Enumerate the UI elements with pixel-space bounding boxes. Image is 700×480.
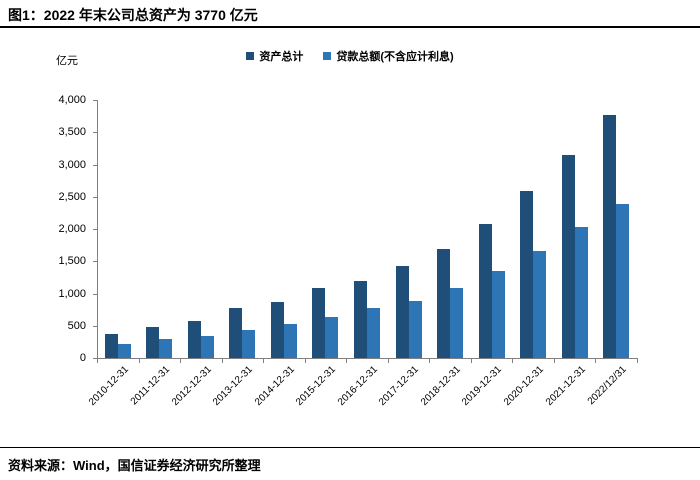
x-tick-mark [470, 359, 472, 363]
bar-assets [354, 281, 367, 358]
legend-swatch [246, 52, 255, 60]
x-tick-mark [387, 359, 389, 363]
bar-loans [574, 227, 588, 358]
bar-loans [117, 344, 131, 358]
x-tick-label: 2015-12-31 [294, 364, 339, 408]
x-tick-mark [221, 359, 223, 363]
x-tick-mark [97, 359, 98, 363]
bar-loans [159, 339, 173, 358]
x-tick-label: 2022/12/31 [585, 364, 629, 408]
bar-assets [146, 327, 160, 358]
bar-assets [395, 266, 409, 358]
y-tick-label: 4,000 [58, 94, 86, 106]
x-tick-mark [180, 359, 182, 363]
bar-assets [270, 302, 284, 358]
x-tick-mark [637, 359, 638, 363]
x-tick-mark [138, 359, 140, 363]
bar-assets [229, 308, 243, 358]
y-axis-unit-label: 亿元 [56, 55, 78, 67]
bar-assets [561, 155, 575, 358]
x-tick-label: 2020-12-31 [501, 364, 546, 408]
figure-title: 图1：2022 年末公司总资产为 3770 亿元 [8, 7, 258, 23]
x-tick-mark [553, 359, 555, 363]
x-tick-mark [512, 359, 514, 363]
legend-item: 贷款总额(不含应计利息) [323, 48, 454, 64]
bar-assets [603, 115, 617, 358]
x-tick-label: 2019-12-31 [460, 364, 505, 408]
bar-assets [520, 191, 534, 358]
bar-loans [200, 336, 214, 358]
bar-assets [478, 224, 492, 358]
source-note: 资料来源：Wind，国信证券经济研究所整理 [8, 458, 261, 473]
y-tick-mark [93, 132, 97, 134]
legend-item: 资产总计 [246, 48, 303, 64]
bar-assets [312, 288, 326, 358]
bar-assets [437, 249, 451, 358]
bar-loans [616, 204, 630, 358]
bar-loans [450, 288, 464, 358]
title-divider [0, 26, 700, 28]
x-tick-label: 2014-12-31 [252, 364, 297, 408]
y-tick-mark [93, 229, 97, 230]
y-tick-label: 1,000 [58, 287, 86, 300]
y-tick-label: 1,500 [58, 255, 86, 268]
bar-assets [187, 321, 201, 358]
legend-label: 贷款总额(不含应计利息) [336, 51, 454, 63]
y-tick-label: 0 [79, 352, 86, 364]
x-tick-label: 2016-12-31 [335, 364, 380, 408]
legend-label: 资产总计 [259, 51, 304, 63]
x-tick-label: 2013-12-31 [211, 364, 256, 408]
y-tick-mark [93, 358, 97, 359]
y-tick-label: 500 [67, 319, 86, 332]
y-tick-label: 3,500 [58, 126, 86, 139]
y-tick-mark [93, 100, 97, 101]
y-tick-label: 2,000 [58, 223, 86, 235]
bar-loans [242, 330, 256, 358]
y-tick-mark [93, 325, 97, 327]
y-tick-mark [93, 196, 97, 198]
legend-swatch [323, 52, 332, 60]
x-tick-mark [346, 359, 348, 363]
x-axis-line [97, 358, 638, 359]
bar-loans [533, 251, 547, 358]
x-tick-mark [263, 359, 265, 363]
x-tick-label: 2018-12-31 [418, 364, 463, 408]
y-tick-label: 2,500 [58, 190, 86, 203]
y-axis-line [97, 100, 98, 358]
bar-loans [408, 301, 422, 358]
bar-loans [325, 317, 339, 358]
y-tick-mark [93, 293, 97, 295]
bar-loans [367, 308, 380, 358]
bar-loans [283, 324, 297, 358]
source-divider [0, 447, 700, 448]
x-tick-label: 2011-12-31 [128, 364, 173, 408]
y-tick-label: 3,000 [58, 158, 86, 171]
bar-loans [491, 271, 505, 358]
x-tick-label: 2010-12-31 [86, 364, 131, 408]
x-tick-mark [304, 359, 306, 363]
y-tick-mark [93, 164, 97, 166]
x-tick-label: 2012-12-31 [169, 364, 214, 408]
y-tick-mark [93, 261, 97, 263]
x-tick-mark [595, 359, 597, 363]
x-tick-label: 2021-12-31 [543, 364, 588, 408]
bar-assets [104, 334, 118, 358]
x-tick-label: 2017-12-31 [377, 364, 422, 408]
x-tick-mark [429, 359, 431, 363]
chart-legend: 资产总计 贷款总额(不含应计利息) [0, 48, 700, 64]
